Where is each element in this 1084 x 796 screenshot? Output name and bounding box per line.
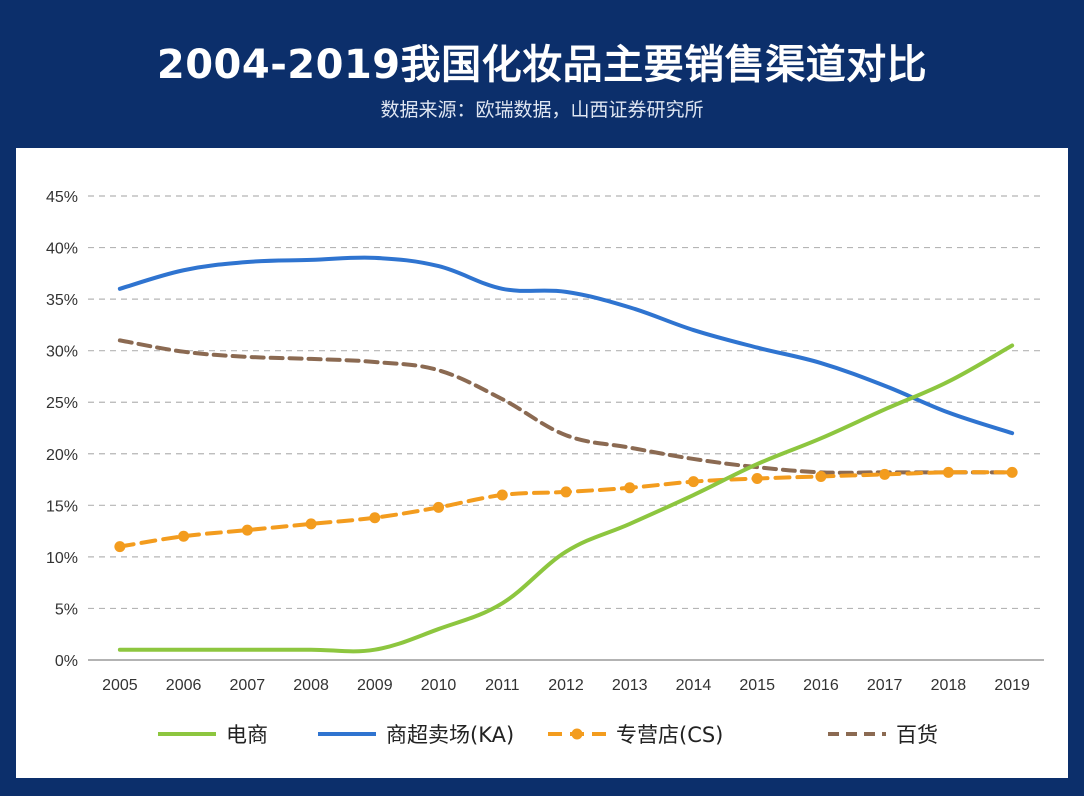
y-tick-label: 45%	[46, 189, 78, 206]
y-tick-label: 10%	[46, 550, 78, 567]
x-tick-label: 2012	[548, 677, 584, 694]
y-tick-label: 0%	[55, 653, 78, 670]
x-tick-label: 2009	[357, 677, 393, 694]
x-tick-label: 2018	[931, 677, 967, 694]
series-line-3	[117, 338, 1015, 475]
x-tick-label: 2010	[421, 677, 457, 694]
data-point	[560, 486, 572, 498]
x-tick-label: 2013	[612, 677, 648, 694]
series-line-0	[117, 343, 1015, 654]
series-line-1	[117, 255, 1015, 436]
data-point	[624, 482, 636, 494]
data-point	[942, 466, 954, 478]
data-point	[687, 476, 699, 488]
legend-label: 专营店(CS)	[616, 723, 723, 747]
legend-label: 百货	[896, 723, 938, 747]
line-chart: 0% 5% 10% 15% 20% 25% 30% 35% 40% 45% 2005 2006 2007…	[46, 189, 1044, 747]
y-tick-label: 15%	[46, 498, 78, 515]
data-point	[815, 470, 827, 482]
x-tick-label: 2015	[739, 677, 775, 694]
data-point	[1006, 466, 1018, 478]
data-point	[241, 524, 253, 536]
y-tick-label: 35%	[46, 292, 78, 309]
x-tick-label: 2005	[102, 677, 138, 694]
x-tick-label: 2006	[166, 677, 202, 694]
y-tick-label: 5%	[55, 601, 78, 618]
legend-marker	[571, 728, 583, 740]
x-tick-label: 2016	[803, 677, 839, 694]
data-point	[114, 541, 126, 553]
data-point	[178, 530, 190, 542]
x-tick-label: 2008	[293, 677, 329, 694]
data-point	[751, 473, 763, 485]
y-tick-label: 25%	[46, 395, 78, 412]
data-point	[496, 489, 508, 501]
x-tick-label: 2007	[230, 677, 266, 694]
x-tick-label: 2014	[676, 677, 712, 694]
x-tick-label: 2019	[994, 677, 1030, 694]
chart-title: 2004-2019我国化妆品主要销售渠道对比	[156, 42, 928, 88]
y-tick-label: 20%	[46, 447, 78, 464]
chart-subtitle: 数据来源：欧瑞数据，山西证券研究所	[380, 99, 704, 121]
data-point	[305, 518, 317, 530]
chart-panel: 0% 5% 10% 15% 20% 25% 30% 35% 40% 45% 2005 2006 2007…	[16, 148, 1068, 778]
data-point	[433, 501, 445, 513]
y-tick-label: 40%	[46, 241, 78, 258]
legend-label: 电商	[226, 723, 268, 747]
legend-label: 商超卖场(KA)	[386, 723, 514, 747]
series-line-2	[117, 470, 1015, 549]
x-tick-label: 2017	[867, 677, 903, 694]
data-point	[369, 512, 381, 524]
x-tick-label: 2011	[485, 677, 520, 694]
data-point	[879, 468, 891, 480]
y-tick-label: 30%	[46, 344, 78, 361]
